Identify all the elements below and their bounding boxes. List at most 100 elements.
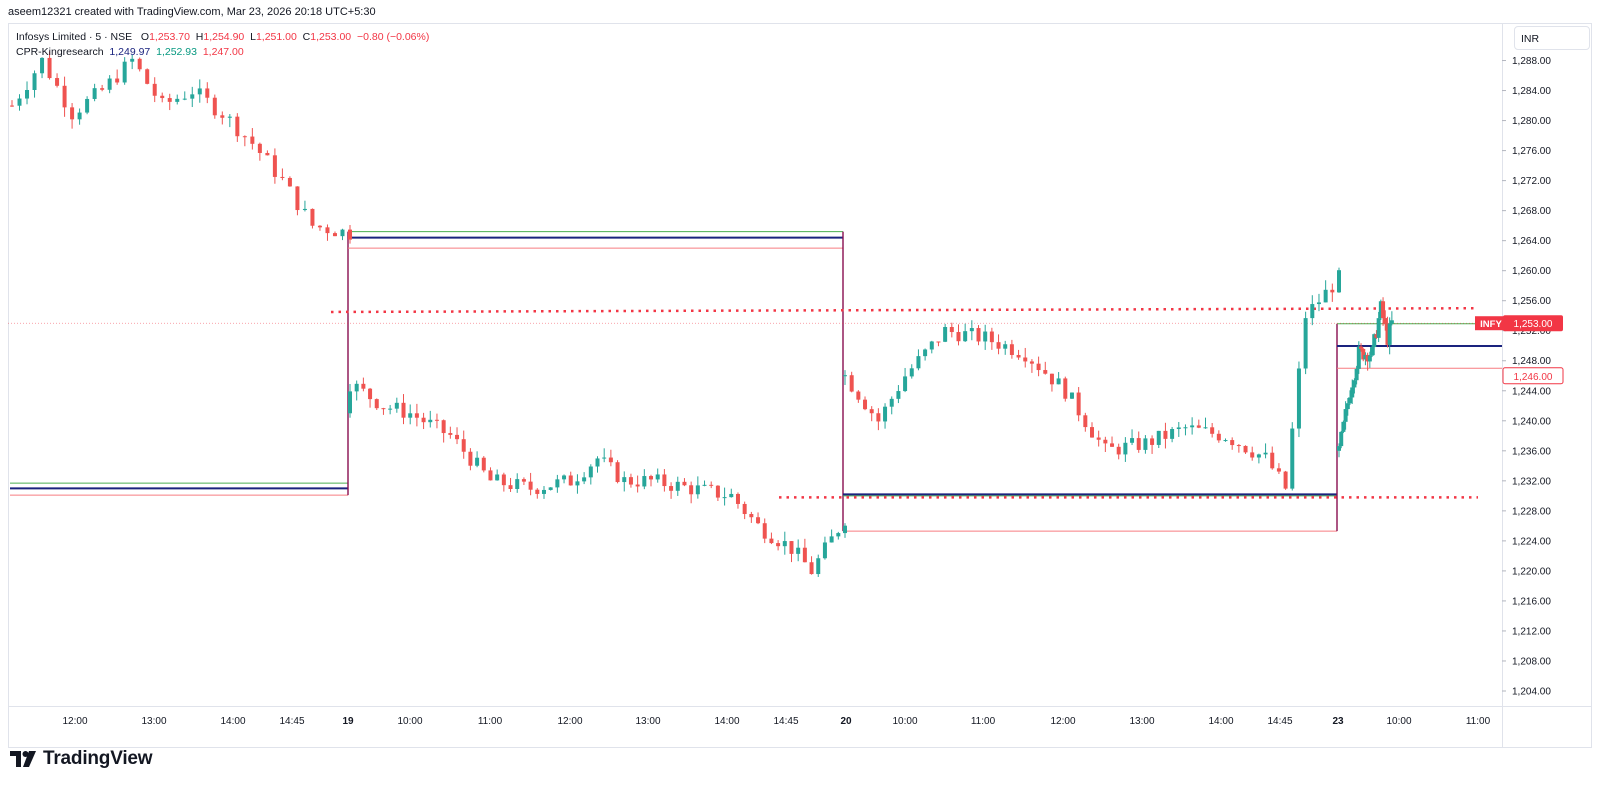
candle-body-down: [1103, 439, 1108, 444]
currency-selector[interactable]: INR: [1514, 26, 1590, 50]
symbol-name[interactable]: Infosys Limited · 5 · NSE: [16, 31, 133, 43]
price-tick-label: 1,228.00: [1512, 506, 1551, 517]
low-label: L: [250, 31, 256, 43]
candle-body-up: [829, 536, 834, 543]
candle-body-up: [428, 419, 433, 423]
bc-price-badge[interactable]: [1502, 367, 1564, 385]
candle-body-down: [949, 327, 954, 333]
price-tick-label: 1,220.00: [1512, 566, 1551, 577]
candle-body-down: [368, 388, 373, 400]
ticker-tag-label: INFY: [1480, 319, 1502, 330]
candle-body-down: [1063, 378, 1068, 399]
candle-body-up: [963, 331, 968, 342]
candle-body-down: [669, 486, 674, 491]
candle-body-up: [1337, 270, 1341, 293]
chart-area[interactable]: 1,288.00 1,284.00 1,280.00 1,276.00 1,272.00…: [8, 23, 1592, 748]
candle-body-down: [235, 116, 240, 137]
candle-body-down: [789, 541, 794, 554]
candle-body-down: [381, 408, 386, 410]
candle-body-up: [475, 457, 480, 466]
candle-body-down: [989, 331, 994, 343]
candle-body-down: [1381, 301, 1386, 319]
candle-body-up: [822, 542, 827, 559]
candle-body-up: [969, 328, 974, 332]
candle-body-up: [622, 477, 627, 483]
candle-body-up: [40, 57, 45, 74]
candle-body-up: [354, 383, 359, 392]
candle-body-down: [1096, 437, 1101, 440]
tradingview-logo[interactable]: TradingView: [10, 748, 153, 770]
chart-border: [8, 23, 1592, 748]
indicator-legend-row[interactable]: CPR-Kingresearch 1,249.97 1,252.93 1,247…: [16, 45, 429, 60]
candle-body-down: [856, 391, 861, 400]
candle-body-up: [548, 487, 553, 490]
candle-body-down: [325, 227, 330, 234]
candle-body-up: [555, 479, 560, 488]
last-price-label: 1,253.00: [1514, 319, 1553, 330]
candle-body-down: [455, 434, 460, 440]
candle-body-down: [756, 517, 761, 524]
candle-body-down: [265, 152, 270, 156]
candle-body-up: [562, 475, 567, 480]
candle-body-up: [642, 476, 647, 487]
candle-body-up: [340, 229, 345, 237]
candle-body-down: [1163, 430, 1168, 439]
candle-body-up: [394, 402, 399, 409]
candle-body-down: [876, 413, 881, 422]
candle-body-up: [1343, 409, 1348, 422]
candle-body-up: [348, 391, 352, 414]
candle-body-up: [1354, 368, 1359, 381]
candle-body-up: [1003, 344, 1008, 349]
candle-body-up: [1337, 446, 1341, 451]
candle-body-down: [735, 493, 740, 504]
price-tick-label: 1,260.00: [1512, 266, 1551, 277]
candle-body-up: [836, 533, 841, 537]
candle-body-down: [295, 186, 300, 211]
candle-body-up: [983, 331, 988, 342]
candle-body-down: [1196, 425, 1201, 428]
candle-body-up: [1256, 454, 1261, 458]
price-chart[interactable]: 1,288.00 1,284.00 1,280.00 1,276.00 1,272.00…: [8, 23, 1592, 748]
candle-body-up: [1176, 427, 1181, 430]
candle-body-down: [167, 98, 172, 102]
ohlc-legend-row[interactable]: Infosys Limited · 5 · NSE O1,253.70 H1,2…: [16, 30, 429, 45]
candle-body-down: [776, 543, 781, 547]
candle-body-down: [441, 420, 446, 434]
last-price-badge[interactable]: [1503, 315, 1563, 332]
candle-body-down: [528, 481, 533, 490]
candle-body-up: [1356, 346, 1361, 369]
candle-body-up: [929, 341, 934, 350]
candle-body-down: [1243, 445, 1248, 453]
candle-body-up: [575, 481, 580, 486]
candle-body-down: [662, 474, 667, 487]
candle-body-up: [883, 406, 888, 422]
candle-body-up: [1143, 438, 1148, 450]
candle-body-down: [220, 115, 225, 118]
chart-credit-line: aseem12321 created with TradingView.com,…: [8, 6, 376, 18]
candle-body-down: [1083, 415, 1088, 428]
candle-body-down: [461, 439, 466, 452]
candle-body-up: [843, 525, 847, 534]
candle-body-up: [1056, 378, 1061, 385]
candle-body-down: [272, 155, 277, 177]
candle-body-down: [287, 177, 292, 187]
tradingview-logo-icon: [10, 751, 36, 767]
price-tick-label: 1,240.00: [1512, 416, 1551, 427]
candle-body-up: [1348, 397, 1353, 404]
candle-body-down: [535, 489, 540, 494]
indicator-tc-value: 1,252.93: [156, 45, 197, 58]
indicator-name[interactable]: CPR-Kingresearch: [16, 45, 104, 58]
candle-body-down: [348, 229, 352, 240]
open-value: 1,253.70: [149, 31, 190, 43]
close-label: C: [302, 31, 311, 43]
candle-body-down: [62, 85, 67, 108]
price-tick-label: 1,280.00: [1512, 116, 1551, 127]
candle-body-down: [317, 225, 322, 228]
price-tick-label: 1,224.00: [1512, 536, 1551, 547]
candle-body-down: [421, 417, 426, 423]
candle-body-up: [1363, 354, 1368, 360]
price-tick-label: 1,236.00: [1512, 446, 1551, 457]
candle-body-down: [1383, 318, 1388, 324]
candle-body-up: [175, 98, 180, 102]
candle-body-up: [675, 481, 680, 491]
